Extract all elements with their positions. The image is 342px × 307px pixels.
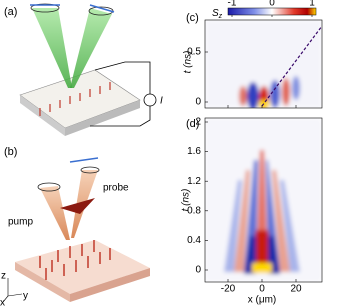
panel-label: (c) xyxy=(186,12,199,24)
colorbar: Sz xyxy=(212,8,317,20)
colorbar-title: Sz xyxy=(212,8,223,20)
panel-c: (c) t (ns) xyxy=(183,12,323,109)
y-tick-label: 0.8 xyxy=(187,205,201,216)
probe-label: probe xyxy=(103,183,129,194)
y-tick-label: 2 xyxy=(195,117,201,128)
axis-label: y xyxy=(23,291,28,302)
y-axis-label: t (ns) xyxy=(181,189,192,212)
panel-label: (d) xyxy=(186,118,199,130)
panel-b: (b) pump probe z x y xyxy=(0,146,150,307)
x-tick-label: -20 xyxy=(221,284,236,295)
x-tick-label: 0 xyxy=(259,284,265,295)
y-tick-label: 0 xyxy=(195,265,201,276)
y-tick-label: 0 xyxy=(195,97,201,108)
axis-label: z xyxy=(1,271,6,282)
pump-label: pump xyxy=(8,217,33,228)
current-label: I xyxy=(160,96,163,107)
y-tick-label: 0.4 xyxy=(187,235,201,246)
colorbar-tick-label: 0 xyxy=(269,0,275,9)
y-axis-label: t (ns) xyxy=(183,51,194,74)
colorbar-tick-label: 1 xyxy=(309,0,315,9)
colorbar-tick-label: -1 xyxy=(228,0,237,9)
panel-label: (b) xyxy=(4,146,17,158)
y-tick-label: 0.5 xyxy=(187,47,201,58)
y-tick-label: 1.2 xyxy=(187,176,201,187)
x-axis-label: x (μm) xyxy=(248,295,277,306)
panel-d: (d) t (ns) x (μm) xyxy=(181,117,323,306)
panel-a: (a) I xyxy=(4,3,163,136)
axis-label: x xyxy=(0,298,5,307)
y-tick-label: 1.6 xyxy=(187,146,201,157)
panel-label: (a) xyxy=(4,6,17,18)
x-tick-label: 20 xyxy=(290,284,302,295)
